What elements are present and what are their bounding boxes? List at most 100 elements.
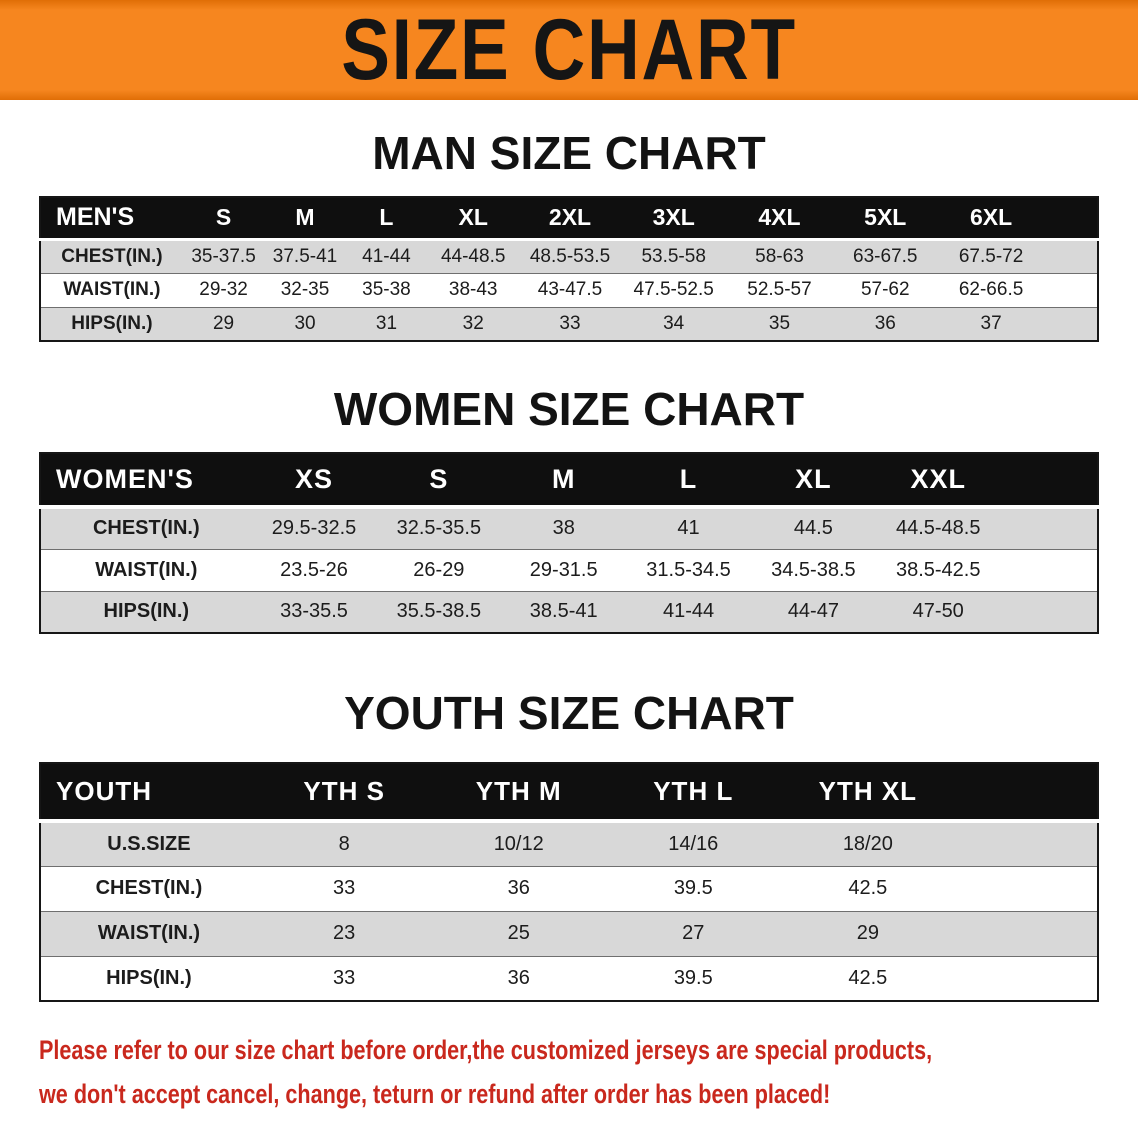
size-column-header: L (379, 204, 394, 231)
men-size-heading: MAN SIZE CHART (372, 127, 766, 179)
measurement-value: 62-66.5 (958, 279, 1024, 300)
women-hips-row: HIPS(IN.) 33-35.5 35.5-38.5 38.5-41 41-4… (40, 591, 1098, 633)
measurement-value: 47.5-52.5 (633, 279, 714, 300)
size-column-header: XS (295, 464, 334, 494)
size-column-header: 6XL (969, 204, 1013, 231)
measurement-label: CHEST(IN.) (95, 877, 203, 899)
youth-waist-row: WAIST(IN.) 23 25 27 29 (40, 911, 1098, 956)
measurement-value: 33 (333, 966, 356, 989)
size-column-header: YTH XL (818, 776, 918, 806)
spacer-cell (955, 956, 1098, 1001)
measurement-value: 44-47 (787, 600, 839, 623)
men-header-row: MEN'S S M L XL 2XL 3XL 4XL 5XL 6XL (40, 197, 1098, 239)
size-column-header: M (551, 464, 576, 494)
measurement-value: 42.5 (848, 877, 888, 899)
spacer-cell (1001, 453, 1098, 507)
measurement-value: 34.5-38.5 (771, 558, 856, 581)
measurement-value: 63-67.5 (853, 245, 918, 267)
men-waist-row: WAIST(IN.) 29-32 32-35 35-38 38-43 43-47… (40, 273, 1098, 307)
size-column-header: XL (795, 464, 832, 494)
men-hips-row: HIPS(IN.) 29 30 31 32 33 34 35 36 37 (40, 307, 1098, 341)
banner: SIZE CHART (0, 0, 1138, 100)
women-size-table: WOMEN'S XS S M L XL XXL CHEST(IN.) 29.5-… (39, 452, 1099, 634)
measurement-value: 33 (559, 312, 581, 334)
spacer-cell (1044, 239, 1098, 273)
youth-size-table: YOUTH YTH S YTH M YTH L YTH XL U.S.SIZE … (39, 762, 1099, 1002)
youth-hips-row: HIPS(IN.) 33 36 39.5 42.5 (40, 956, 1098, 1001)
measurement-value: 32.5-35.5 (396, 517, 482, 540)
measurement-value: 37 (980, 312, 1002, 334)
spacer-cell (1001, 507, 1098, 549)
measurement-label: HIPS(IN.) (71, 312, 153, 334)
measurement-value: 35 (768, 312, 791, 334)
spacer-cell (955, 763, 1098, 821)
measurement-value: 52.5-57 (747, 279, 812, 300)
measurement-value: 57-62 (860, 279, 910, 300)
measurement-value: 39.5 (673, 877, 713, 899)
measurement-value: 27 (682, 922, 705, 944)
size-column-header: YTH M (475, 776, 562, 806)
measurement-value: 8 (338, 832, 350, 855)
youth-size-section: YOUTH SIZE CHART YOUTH YTH S YTH M YTH L… (0, 686, 1138, 1002)
youth-ussize-row: U.S.SIZE 8 10/12 14/16 18/20 (40, 821, 1098, 866)
spacer-cell (955, 821, 1098, 866)
measurement-value: 38.5-41 (529, 600, 598, 623)
measurement-value: 31 (375, 312, 398, 334)
size-column-header: S (215, 204, 232, 231)
page-title: SIZE CHART (341, 2, 797, 98)
measurement-value: 58-63 (755, 245, 804, 267)
men-table-title: MEN'S (56, 203, 135, 232)
measurement-value: 29.5-32.5 (271, 517, 357, 540)
spacer-cell (1001, 549, 1098, 591)
measurement-value: 31.5-34.5 (646, 558, 731, 581)
measurement-value: 35-37.5 (191, 245, 256, 267)
size-column-header: 5XL (864, 204, 907, 231)
measurement-value: 41-44 (662, 600, 715, 623)
measurement-value: 67.5-72 (958, 245, 1024, 267)
measurement-value: 44-48.5 (440, 245, 506, 267)
measurement-value: 47-50 (912, 600, 964, 623)
measurement-value: 29-31.5 (529, 558, 598, 581)
measurement-value: 34 (663, 312, 685, 334)
women-size-heading: WOMEN SIZE CHART (333, 383, 805, 435)
measurement-value: 23 (333, 922, 356, 944)
measurement-value: 10/12 (493, 832, 544, 855)
men-size-table: MEN'S S M L XL 2XL 3XL 4XL 5XL 6XL CHEST… (39, 196, 1099, 342)
measurement-value: 25 (507, 922, 530, 944)
measurement-value: 26-29 (413, 558, 465, 581)
spacer-cell (1044, 273, 1098, 307)
measurement-label: HIPS(IN.) (103, 600, 190, 623)
measurement-label: HIPS(IN.) (106, 966, 192, 989)
size-column-header: 4XL (758, 204, 801, 231)
youth-table-title: YOUTH (56, 776, 152, 806)
measurement-value: 42.5 (848, 966, 888, 989)
measurement-value: 23.5-26 (280, 558, 348, 581)
men-size-section: MAN SIZE CHART MEN'S S M L XL 2XL 3XL 4X… (0, 126, 1138, 342)
measurement-value: 29 (212, 312, 235, 334)
note-line-2: we don't accept cancel, change, teturn o… (39, 1079, 831, 1109)
measurement-value: 37.5-41 (272, 245, 338, 267)
spacer-cell (955, 866, 1098, 911)
measurement-value: 53.5-58 (641, 245, 706, 267)
measurement-value: 41 (677, 517, 700, 540)
spacer-cell (955, 911, 1098, 956)
measurement-value: 18/20 (842, 832, 893, 855)
measurement-value: 32-35 (280, 279, 330, 300)
measurement-value: 39.5 (673, 966, 713, 989)
measurement-value: 44.5-48.5 (895, 517, 981, 540)
spacer-cell (1001, 591, 1098, 633)
measurement-label: WAIST(IN.) (63, 279, 161, 300)
measurement-value: 38.5-42.5 (895, 558, 981, 581)
measurement-value: 30 (294, 312, 316, 334)
measurement-value: 48.5-53.5 (529, 245, 611, 267)
size-column-header: XL (458, 204, 488, 231)
women-chest-row: CHEST(IN.) 29.5-32.5 32.5-35.5 38 41 44.… (40, 507, 1098, 549)
footer-note: Please refer to our size chart before or… (39, 1028, 1138, 1116)
women-waist-row: WAIST(IN.) 23.5-26 26-29 29-31.5 31.5-34… (40, 549, 1098, 591)
youth-chest-row: CHEST(IN.) 33 36 39.5 42.5 (40, 866, 1098, 911)
size-column-header: S (429, 464, 449, 494)
measurement-value: 35.5-38.5 (396, 600, 482, 623)
size-column-header: 3XL (652, 204, 695, 231)
measurement-label: WAIST(IN.) (97, 922, 201, 944)
